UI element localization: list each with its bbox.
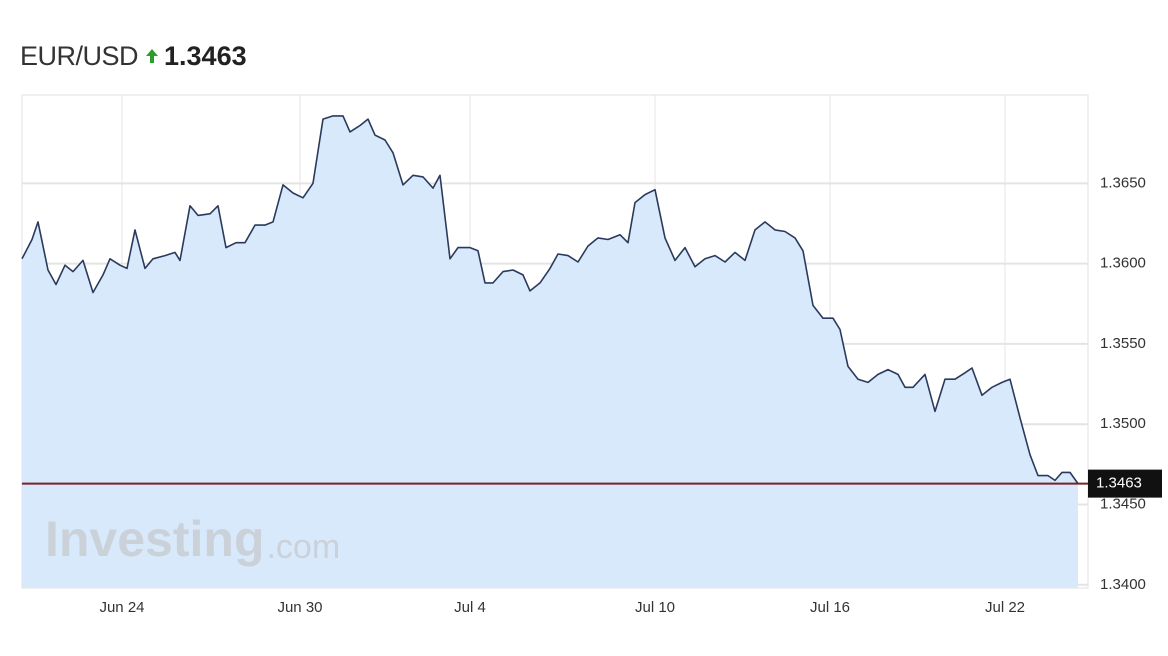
labels: 1.3400 1.3450 1.3500 1.3550 1.3600 1.3650 Jun … bbox=[45, 174, 1162, 616]
y-tick-label: 1.3650 bbox=[1100, 174, 1146, 191]
watermark-suffix: .com bbox=[266, 528, 340, 566]
chart-title: EUR/USD bbox=[20, 40, 139, 71]
up-arrow-icon bbox=[146, 49, 159, 63]
area-fill bbox=[22, 115, 1078, 589]
last-price: 1.3463 bbox=[164, 40, 247, 71]
y-tick-label: 1.3600 bbox=[1100, 255, 1146, 272]
marks bbox=[21, 115, 1088, 589]
y-tick-label: 1.3450 bbox=[1100, 495, 1146, 512]
y-tick-label: 1.3500 bbox=[1100, 415, 1146, 432]
x-tick-label: Jul 16 bbox=[810, 599, 850, 616]
price-line bbox=[21, 115, 1079, 485]
y-tick-label: 1.3550 bbox=[1100, 335, 1146, 352]
x-tick-label: Jun 24 bbox=[99, 599, 144, 616]
x-tick-label: Jul 10 bbox=[635, 599, 675, 616]
current-price-box bbox=[1088, 469, 1162, 498]
watermark: Investing bbox=[45, 511, 264, 567]
header: EUR/USD 1.3463 bbox=[20, 36, 247, 76]
x-tick-label: Jul 4 bbox=[454, 599, 486, 616]
y-tick-label: 1.3400 bbox=[1100, 576, 1146, 593]
x-tick-label: Jul 22 bbox=[985, 599, 1025, 616]
x-tick-label: Jun 30 bbox=[277, 599, 322, 616]
current-price-label: 1.3463 bbox=[1096, 475, 1142, 492]
